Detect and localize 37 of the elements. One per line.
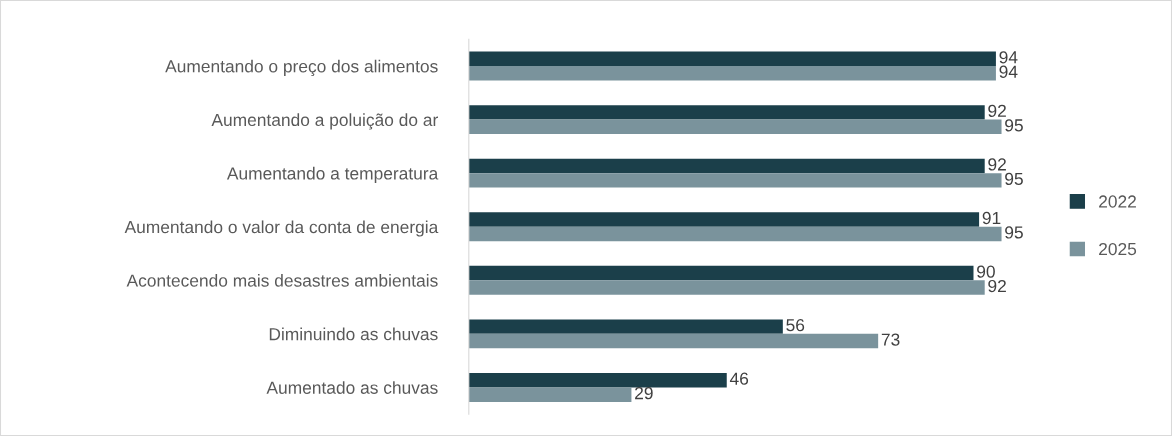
bar xyxy=(468,212,980,227)
data-label: 92 xyxy=(988,104,1006,118)
data-label: 92 xyxy=(988,158,1006,171)
data-label: 46 xyxy=(729,372,749,385)
bar xyxy=(468,51,996,67)
data-label: 56 xyxy=(786,318,805,332)
bar xyxy=(468,173,1002,188)
bar xyxy=(468,280,985,295)
bar xyxy=(468,226,1002,242)
y-tick-label: Aumentando o valor da conta de energia xyxy=(124,220,439,237)
bar xyxy=(468,158,985,174)
bar xyxy=(468,372,727,388)
bar xyxy=(468,105,985,120)
y-tick-label: Aumentando a temperatura xyxy=(226,166,439,184)
y-tick-label: Acontecendo mais desastres ambientais xyxy=(126,273,438,287)
bar xyxy=(468,66,996,81)
y-tick-label: Aumentado as chuvas xyxy=(266,381,438,394)
y-tick-label: Aumentando o preço dos alimentos xyxy=(165,59,438,76)
data-label: 90 xyxy=(977,265,995,278)
bar xyxy=(468,333,879,349)
data-label: 91 xyxy=(982,211,1001,225)
bar xyxy=(468,387,632,402)
data-label: 73 xyxy=(881,333,900,346)
bar xyxy=(468,119,1002,135)
bar xyxy=(468,265,974,281)
legend-label: 2022 xyxy=(1099,195,1136,208)
data-label: 95 xyxy=(1005,226,1023,239)
bar xyxy=(468,319,783,334)
legend-label: 2025 xyxy=(1099,242,1137,256)
y-tick-label: Diminuindo as chuvas xyxy=(269,327,438,341)
data-label: 95 xyxy=(1005,172,1023,186)
y-tick-label: Aumentando a poluição do ar xyxy=(211,113,438,130)
data-label: 94 xyxy=(999,51,1018,64)
data-label: 92 xyxy=(988,279,1006,293)
data-label: 29 xyxy=(635,387,653,400)
data-label: 94 xyxy=(999,65,1018,78)
data-label: 95 xyxy=(1005,119,1023,132)
